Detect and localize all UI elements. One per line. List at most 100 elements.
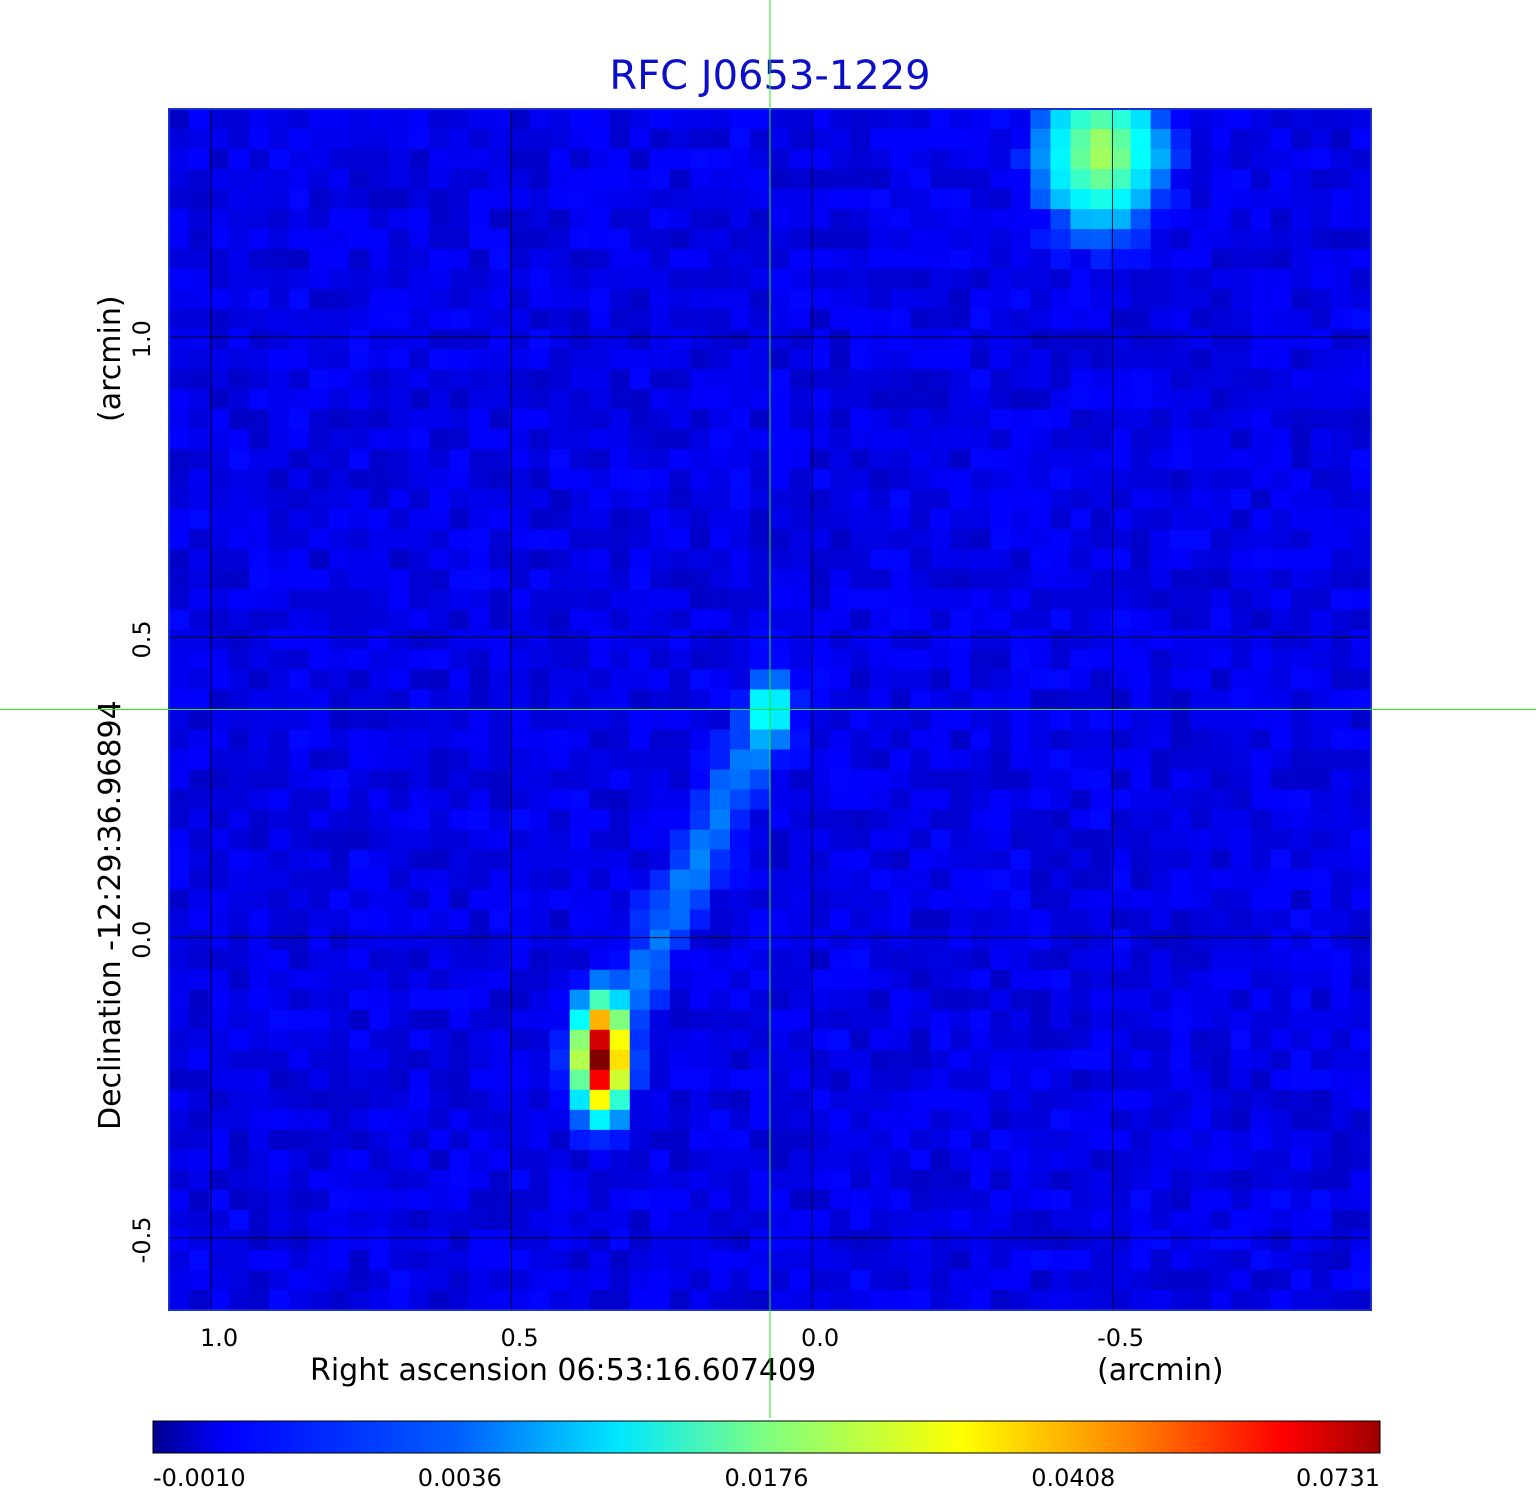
heatmap-cell xyxy=(850,649,871,671)
heatmap-cell xyxy=(429,1109,451,1131)
heatmap-cell xyxy=(1310,869,1332,891)
heatmap-cell xyxy=(1010,329,1032,350)
heatmap-cell xyxy=(709,1169,731,1191)
heatmap-cell xyxy=(790,1029,811,1051)
heatmap-cell xyxy=(689,569,711,590)
heatmap-cell xyxy=(810,209,831,230)
heatmap-cell xyxy=(830,749,851,771)
heatmap-cell xyxy=(1290,1229,1312,1251)
heatmap-cell xyxy=(289,289,310,310)
heatmap-cell xyxy=(1230,189,1252,210)
heatmap-cell xyxy=(309,989,330,1011)
heatmap-cell xyxy=(1090,609,1112,631)
heatmap-cell xyxy=(589,769,611,791)
heatmap-cell xyxy=(689,929,711,951)
heatmap-cell xyxy=(1290,689,1312,711)
heatmap-cell xyxy=(1090,449,1112,470)
heatmap-cell xyxy=(289,569,310,590)
heatmap-cell xyxy=(930,569,951,590)
heatmap-cell xyxy=(1230,329,1252,350)
heatmap-cell xyxy=(930,189,951,210)
heatmap-cell xyxy=(609,1149,631,1171)
heatmap-cell xyxy=(669,949,691,971)
heatmap-cell xyxy=(1130,189,1152,210)
heatmap-cell xyxy=(1070,409,1092,430)
heatmap-cell xyxy=(1190,1209,1212,1231)
heatmap-cell xyxy=(389,849,410,871)
heatmap-cell xyxy=(1270,109,1292,130)
heatmap-cell xyxy=(409,549,431,570)
heatmap-cell xyxy=(1010,809,1032,831)
heatmap-cell xyxy=(1350,169,1372,190)
heatmap-cell xyxy=(729,849,751,871)
heatmap-cell xyxy=(830,729,851,751)
heatmap-cell xyxy=(629,429,651,450)
heatmap-cell xyxy=(1350,249,1372,270)
heatmap-cell xyxy=(910,109,931,130)
heatmap-cell xyxy=(209,249,230,270)
heatmap-cell xyxy=(549,729,571,751)
heatmap-cell xyxy=(930,789,951,811)
heatmap-cell xyxy=(389,909,410,931)
heatmap-cell xyxy=(1150,1269,1172,1291)
heatmap-cell xyxy=(1210,489,1232,510)
heatmap-cell xyxy=(970,469,991,490)
heatmap-cell xyxy=(1350,1149,1372,1171)
heatmap-cell xyxy=(890,989,911,1011)
heatmap-cell xyxy=(1170,389,1192,410)
heatmap-cell xyxy=(1150,109,1172,130)
heatmap-cell xyxy=(529,889,551,911)
heatmap-cell xyxy=(1070,909,1092,931)
heatmap-cell xyxy=(429,169,451,190)
heatmap-cell xyxy=(509,1109,531,1131)
heatmap-cell xyxy=(1230,789,1252,811)
heatmap-cell xyxy=(629,229,651,250)
heatmap-cell xyxy=(1210,189,1232,210)
heatmap-cell xyxy=(790,869,811,891)
heatmap-cell xyxy=(629,689,651,711)
heatmap-cell xyxy=(1310,529,1332,550)
heatmap-cell xyxy=(449,169,471,190)
heatmap-cell xyxy=(1130,1129,1152,1151)
heatmap-cell xyxy=(770,1289,791,1311)
heatmap-cell xyxy=(1150,1009,1172,1031)
heatmap-cell xyxy=(870,169,891,190)
heatmap-cell xyxy=(1290,949,1312,971)
heatmap-cell xyxy=(910,509,931,530)
heatmap-cell xyxy=(469,1269,491,1291)
heatmap-cell xyxy=(229,129,250,150)
heatmap-cell xyxy=(589,269,611,290)
heatmap-cell xyxy=(549,909,571,931)
heatmap-cell xyxy=(249,689,270,711)
heatmap-cell xyxy=(1150,649,1172,671)
heatmap-cell xyxy=(209,409,230,430)
heatmap-cell xyxy=(970,1189,991,1211)
heatmap-cell xyxy=(930,849,951,871)
heatmap-cell xyxy=(870,869,891,891)
heatmap-cell xyxy=(1230,309,1252,330)
heatmap-cell xyxy=(529,129,551,150)
heatmap-cell xyxy=(309,849,330,871)
heatmap-cell xyxy=(1090,1269,1112,1291)
heatmap-cell xyxy=(469,249,491,270)
heatmap-cell xyxy=(449,1149,471,1171)
heatmap-cell xyxy=(1110,189,1132,210)
heatmap-cell xyxy=(729,649,751,671)
heatmap-cell xyxy=(369,969,390,991)
heatmap-cell xyxy=(890,1249,911,1271)
heatmap-cell xyxy=(249,409,270,430)
heatmap-cell xyxy=(329,1129,350,1151)
heatmap-cell xyxy=(1150,229,1172,250)
heatmap-cell xyxy=(369,1009,390,1031)
heatmap-cell xyxy=(970,1269,991,1291)
heatmap-cell xyxy=(729,809,751,831)
heatmap-cell xyxy=(810,589,831,611)
heatmap-cell xyxy=(870,129,891,150)
heatmap-cell xyxy=(469,849,491,871)
heatmap-cell xyxy=(1210,1149,1232,1171)
heatmap-cell xyxy=(790,749,811,771)
heatmap-cell xyxy=(309,429,330,450)
heatmap-cell xyxy=(429,689,451,711)
heatmap-cell xyxy=(529,289,551,310)
heatmap-cell xyxy=(709,129,731,150)
